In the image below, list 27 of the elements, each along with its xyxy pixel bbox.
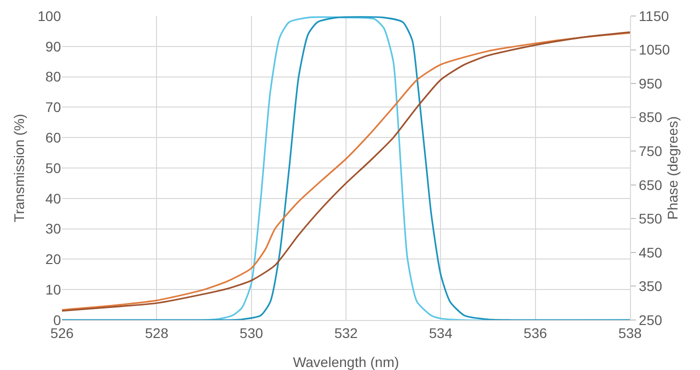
y-tick-label: 70 bbox=[45, 99, 62, 116]
y2-tick-label: 1050 bbox=[638, 42, 670, 58]
x-tick-label: 528 bbox=[144, 324, 169, 341]
y-tick-label: 20 bbox=[45, 251, 62, 268]
y2-tick-label: 950 bbox=[638, 75, 662, 92]
y-tick-label: 50 bbox=[45, 160, 62, 176]
x-tick-label: 536 bbox=[524, 324, 548, 341]
y2-tick-label: 1150 bbox=[638, 8, 670, 24]
y2-tick-label: 450 bbox=[638, 244, 662, 260]
y2-tick-label: 750 bbox=[638, 143, 662, 160]
y2-tick-label: 550 bbox=[638, 210, 662, 227]
x-axis-title: Wavelength (nm) bbox=[292, 354, 400, 370]
y-axis-title: Transmission (%) bbox=[11, 114, 27, 222]
y-tick-label: 80 bbox=[45, 68, 62, 85]
x-tick-label: 530 bbox=[240, 324, 264, 341]
y2-tick-label: 350 bbox=[638, 278, 662, 294]
y2-tick-label: 650 bbox=[638, 176, 662, 193]
y-tick-label: 10 bbox=[45, 282, 62, 298]
y-tick-label: 100 bbox=[38, 8, 62, 24]
x-tick-label: 532 bbox=[334, 324, 358, 341]
y2-tick-label: 850 bbox=[638, 109, 662, 126]
y2-axis-title: Phase (degrees) bbox=[664, 116, 680, 220]
y-tick-label: 60 bbox=[45, 130, 62, 146]
y-tick-label: 90 bbox=[45, 38, 62, 54]
x-tick-label: 534 bbox=[428, 324, 453, 341]
y-tick-label: 30 bbox=[45, 220, 62, 237]
y-tick-label: 40 bbox=[45, 190, 62, 206]
